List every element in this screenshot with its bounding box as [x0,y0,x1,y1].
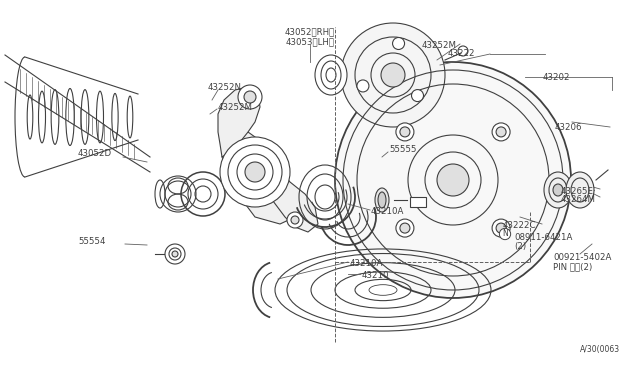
Circle shape [357,80,369,92]
Circle shape [492,219,510,237]
Circle shape [220,137,290,207]
Circle shape [165,244,185,264]
Circle shape [492,123,510,141]
Circle shape [396,123,414,141]
Ellipse shape [544,172,572,208]
Text: 43202: 43202 [543,73,570,81]
Text: 43206: 43206 [555,122,582,131]
Circle shape [335,62,571,298]
Text: 43252M: 43252M [422,42,457,51]
Circle shape [238,85,262,109]
Text: 43222C: 43222C [503,221,536,230]
Text: 08911-6421A: 08911-6421A [514,232,572,241]
Circle shape [245,162,265,182]
Polygon shape [218,87,260,157]
Circle shape [412,90,424,102]
Ellipse shape [375,188,389,212]
Text: (2): (2) [514,243,526,251]
Text: 43210A: 43210A [350,260,383,269]
Circle shape [437,164,469,196]
Circle shape [172,251,178,257]
Text: 00921-5402A: 00921-5402A [553,253,611,262]
Text: 43210A: 43210A [371,208,404,217]
Circle shape [381,63,405,87]
Text: 43053〈LH〉: 43053〈LH〉 [285,38,335,46]
Polygon shape [255,147,318,232]
Ellipse shape [566,172,594,208]
Text: 43052〈RH〉: 43052〈RH〉 [285,28,335,36]
Text: 43264M: 43264M [561,196,596,205]
Text: 43252N: 43252N [208,83,242,92]
Circle shape [287,212,303,228]
Polygon shape [410,197,426,207]
Circle shape [496,223,506,233]
Circle shape [392,38,404,49]
Text: PIN ピン(2): PIN ピン(2) [553,263,592,272]
Circle shape [291,216,299,224]
Polygon shape [222,132,295,224]
Circle shape [244,91,256,103]
Text: 55554: 55554 [78,237,106,247]
Text: A/30(0063: A/30(0063 [580,345,620,354]
Ellipse shape [315,55,347,95]
Text: 43052D: 43052D [78,150,112,158]
Circle shape [341,23,445,127]
Circle shape [400,127,410,137]
Text: 55555: 55555 [389,145,417,154]
Text: N: N [502,230,508,238]
Circle shape [400,223,410,233]
Text: 43252M: 43252M [218,103,253,112]
Ellipse shape [553,184,563,196]
Text: 43210: 43210 [362,272,390,280]
Text: 43265E: 43265E [561,186,594,196]
Circle shape [396,219,414,237]
Circle shape [496,127,506,137]
Ellipse shape [378,192,386,208]
Text: 43222: 43222 [448,48,476,58]
